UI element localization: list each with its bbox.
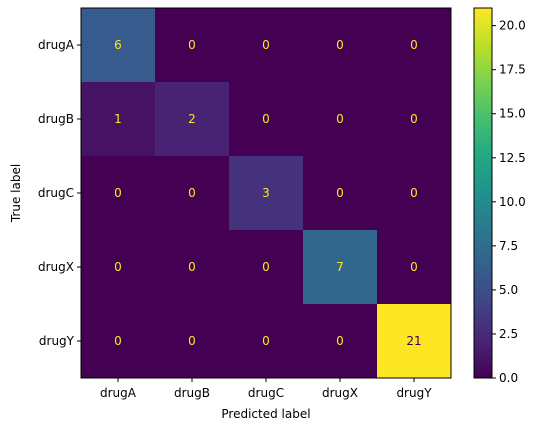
cell-value-label: 0 <box>262 112 270 126</box>
cell-value-label: 7 <box>336 260 344 274</box>
y-tick-label: drugB <box>38 112 74 126</box>
matrix-cell <box>377 230 452 305</box>
matrix-cell <box>81 8 156 83</box>
cell-value-label: 0 <box>410 260 418 274</box>
cell-value-label: 0 <box>410 38 418 52</box>
matrix-cell <box>229 156 304 231</box>
y-tick-label: drugC <box>38 186 74 200</box>
matrix-cell <box>155 230 230 305</box>
matrix-cell <box>229 304 304 379</box>
cell-value-label: 0 <box>336 38 344 52</box>
cell-value-label: 0 <box>262 260 270 274</box>
cell-value-label: 0 <box>188 186 196 200</box>
y-tick-label: drugA <box>38 38 75 52</box>
matrix-cell <box>155 8 230 83</box>
y-axis-label: True label <box>9 164 23 223</box>
colorbar-tick-label: 0.0 <box>499 371 518 385</box>
matrix-cell <box>229 230 304 305</box>
cell-value-label: 0 <box>114 260 122 274</box>
matrix-cell <box>303 82 378 157</box>
cell-value-label: 0 <box>410 186 418 200</box>
x-tick-label: drugC <box>248 386 284 400</box>
cell-value-label: 0 <box>336 334 344 348</box>
matrix-cell <box>303 230 378 305</box>
colorbar-tick-label: 17.5 <box>499 63 526 77</box>
cell-value-label: 0 <box>262 334 270 348</box>
cell-value-label: 0 <box>114 334 122 348</box>
y-tick-label: drugY <box>39 334 75 348</box>
colorbar-tick-label: 7.5 <box>499 239 518 253</box>
x-tick-label: drugX <box>322 386 358 400</box>
matrix-cell <box>303 156 378 231</box>
x-tick-label: drugB <box>174 386 210 400</box>
cell-value-label: 0 <box>188 260 196 274</box>
matrix-cell <box>303 8 378 83</box>
colorbar-tick-label: 12.5 <box>499 151 526 165</box>
colorbar <box>473 7 493 379</box>
x-axis-ticks: drugA drugB drugC drugX drugY <box>100 378 432 400</box>
colorbar-tick-label: 15.0 <box>499 107 526 121</box>
matrix-cell <box>81 156 156 231</box>
y-axis-ticks: drugA drugB drugC drugX drugY <box>38 38 81 348</box>
cell-value-label: 3 <box>262 186 270 200</box>
cell-value-label: 1 <box>114 112 122 126</box>
cell-value-label: 0 <box>410 112 418 126</box>
cell-labels: 6 0 0 0 0 1 2 0 0 0 0 0 3 0 0 0 0 0 7 0 0 0 0 0 21 <box>114 38 421 348</box>
x-axis-label: Predicted label <box>221 407 310 421</box>
cell-value-label: 6 <box>114 38 122 52</box>
matrix-cell <box>377 82 452 157</box>
y-tick-label: drugX <box>38 260 74 274</box>
matrix-cell <box>81 82 156 157</box>
matrix-cell <box>377 8 452 83</box>
matrix-cell <box>81 230 156 305</box>
cell-value-label: 0 <box>188 334 196 348</box>
cell-value-label: 0 <box>336 112 344 126</box>
colorbar-tick-label: 2.5 <box>499 327 518 341</box>
matrix-cell <box>155 304 230 379</box>
matrix-cell <box>155 82 230 157</box>
matrix-cell <box>377 304 452 379</box>
colorbar-ticks: 0.0 2.5 5.0 7.5 10.0 12.5 15.0 17.5 20.0 <box>492 19 526 385</box>
matrix-cell <box>377 156 452 231</box>
x-tick-label: drugA <box>100 386 137 400</box>
colorbar-tick-label: 10.0 <box>499 195 526 209</box>
x-tick-label: drugY <box>396 386 432 400</box>
matrix-cell <box>229 82 304 157</box>
colorbar-tick-label: 20.0 <box>499 19 526 33</box>
cell-value-label: 0 <box>188 38 196 52</box>
cell-value-label: 0 <box>336 186 344 200</box>
cell-value-label: 21 <box>406 334 421 348</box>
cell-value-label: 2 <box>188 112 196 126</box>
matrix-cell <box>155 156 230 231</box>
matrix-cell <box>303 304 378 379</box>
cell-value-label: 0 <box>114 186 122 200</box>
matrix-cell <box>81 304 156 379</box>
matrix-cells <box>81 8 452 379</box>
cell-value-label: 0 <box>262 38 270 52</box>
colorbar-tick-label: 5.0 <box>499 283 518 297</box>
matrix-cell <box>229 8 304 83</box>
